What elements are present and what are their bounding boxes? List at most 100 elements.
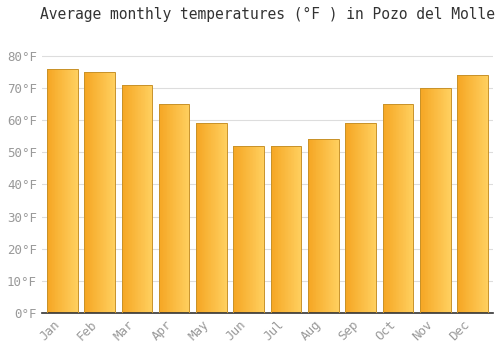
- Bar: [480, 75, 481, 313]
- Bar: [430, 88, 432, 313]
- Bar: [284, 146, 286, 313]
- Bar: [105, 72, 106, 313]
- Bar: [389, 104, 390, 313]
- Bar: [407, 104, 408, 313]
- Bar: [175, 104, 176, 313]
- Bar: [346, 123, 376, 313]
- Bar: [58, 69, 59, 313]
- Bar: [207, 123, 208, 313]
- Bar: [150, 85, 152, 313]
- Bar: [258, 146, 260, 313]
- Bar: [458, 75, 459, 313]
- Bar: [262, 146, 264, 313]
- Bar: [486, 75, 487, 313]
- Bar: [315, 139, 316, 313]
- Bar: [77, 69, 78, 313]
- Bar: [298, 146, 299, 313]
- Bar: [181, 104, 182, 313]
- Bar: [196, 123, 197, 313]
- Bar: [300, 146, 302, 313]
- Bar: [401, 104, 402, 313]
- Bar: [324, 139, 325, 313]
- Bar: [56, 69, 57, 313]
- Bar: [240, 146, 241, 313]
- Bar: [428, 88, 429, 313]
- Bar: [142, 85, 143, 313]
- Bar: [460, 75, 461, 313]
- Bar: [436, 88, 437, 313]
- Bar: [347, 123, 348, 313]
- Bar: [212, 123, 213, 313]
- Bar: [187, 104, 188, 313]
- Bar: [255, 146, 256, 313]
- Bar: [468, 75, 469, 313]
- Bar: [288, 146, 289, 313]
- Bar: [138, 85, 139, 313]
- Bar: [282, 146, 283, 313]
- Bar: [311, 139, 312, 313]
- Bar: [373, 123, 374, 313]
- Bar: [271, 146, 272, 313]
- Bar: [445, 88, 446, 313]
- Bar: [214, 123, 216, 313]
- Bar: [165, 104, 166, 313]
- Bar: [68, 69, 69, 313]
- Bar: [475, 75, 476, 313]
- Bar: [420, 88, 422, 313]
- Bar: [122, 85, 123, 313]
- Bar: [471, 75, 472, 313]
- Bar: [289, 146, 290, 313]
- Bar: [423, 88, 424, 313]
- Bar: [206, 123, 207, 313]
- Bar: [88, 72, 89, 313]
- Bar: [476, 75, 477, 313]
- Bar: [484, 75, 485, 313]
- Bar: [235, 146, 236, 313]
- Bar: [448, 88, 449, 313]
- Bar: [136, 85, 137, 313]
- Bar: [159, 104, 190, 313]
- Bar: [166, 104, 168, 313]
- Bar: [76, 69, 77, 313]
- Bar: [171, 104, 172, 313]
- Bar: [224, 123, 226, 313]
- Bar: [89, 72, 90, 313]
- Bar: [412, 104, 413, 313]
- Bar: [246, 146, 248, 313]
- Bar: [252, 146, 254, 313]
- Bar: [397, 104, 398, 313]
- Bar: [464, 75, 465, 313]
- Bar: [465, 75, 466, 313]
- Bar: [106, 72, 108, 313]
- Bar: [51, 69, 52, 313]
- Bar: [439, 88, 440, 313]
- Bar: [124, 85, 126, 313]
- Bar: [293, 146, 294, 313]
- Bar: [249, 146, 250, 313]
- Bar: [325, 139, 326, 313]
- Bar: [73, 69, 74, 313]
- Bar: [410, 104, 411, 313]
- Bar: [429, 88, 430, 313]
- Bar: [437, 88, 438, 313]
- Bar: [483, 75, 484, 313]
- Bar: [122, 85, 152, 313]
- Bar: [95, 72, 96, 313]
- Bar: [96, 72, 98, 313]
- Bar: [176, 104, 178, 313]
- Bar: [459, 75, 460, 313]
- Bar: [201, 123, 202, 313]
- Bar: [178, 104, 179, 313]
- Bar: [133, 85, 134, 313]
- Bar: [466, 75, 467, 313]
- Bar: [86, 72, 88, 313]
- Bar: [433, 88, 434, 313]
- Bar: [336, 139, 337, 313]
- Bar: [70, 69, 72, 313]
- Bar: [358, 123, 359, 313]
- Bar: [408, 104, 410, 313]
- Bar: [220, 123, 222, 313]
- Bar: [241, 146, 242, 313]
- Bar: [234, 146, 235, 313]
- Bar: [353, 123, 354, 313]
